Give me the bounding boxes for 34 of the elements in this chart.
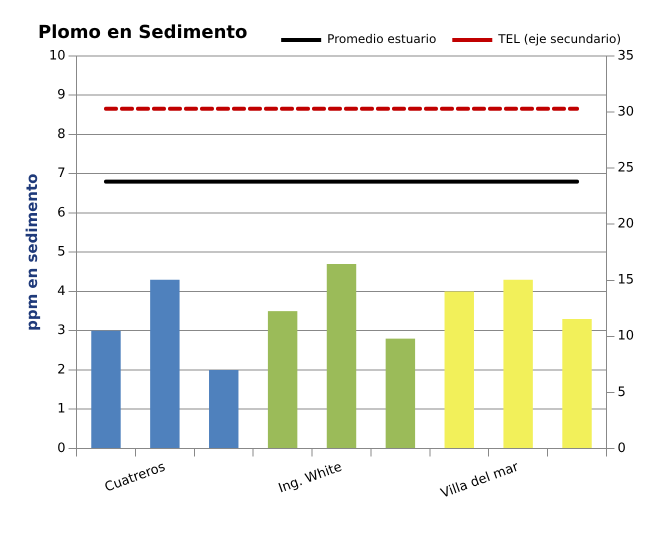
y2-tick-label: 15 xyxy=(617,272,634,288)
bar xyxy=(268,311,298,448)
y2-tick-label: 35 xyxy=(617,48,634,64)
x-tick-label: Ing. White xyxy=(276,460,344,496)
x-tick-label: Villa del mar xyxy=(439,459,522,502)
y-tick-label: 5 xyxy=(57,244,66,260)
y-tick-label: 4 xyxy=(57,284,66,299)
y-tick-label: 1 xyxy=(57,402,66,417)
bar xyxy=(386,338,416,448)
bar xyxy=(91,330,121,448)
y-tick-label: 0 xyxy=(57,440,66,456)
y2-tick-label: 10 xyxy=(617,328,634,344)
y2-tick-label: 5 xyxy=(617,384,626,400)
y-tick-label: 7 xyxy=(57,166,66,182)
y-tick-label: 2 xyxy=(57,362,66,378)
bar xyxy=(562,318,592,448)
y-tick-label: 10 xyxy=(48,48,66,64)
bar xyxy=(326,264,356,448)
chart-title: Plomo en Sedimento xyxy=(38,22,248,43)
y2-tick-label: 20 xyxy=(617,216,634,232)
bar xyxy=(503,280,533,448)
y2-tick-label: 25 xyxy=(617,160,634,176)
bar xyxy=(150,280,180,448)
y-tick-label: 3 xyxy=(57,323,66,338)
legend-label: TEL (eje secundario) xyxy=(497,32,622,46)
y-tick-label: 6 xyxy=(57,205,66,220)
bar xyxy=(209,370,238,448)
y-axis-title: ppm en sedimento xyxy=(22,174,41,331)
y2-tick-label: 0 xyxy=(617,440,626,456)
y2-tick-label: 30 xyxy=(617,104,634,120)
y-tick-label: 9 xyxy=(57,88,66,103)
y-tick-label: 8 xyxy=(57,126,66,142)
legend-label: Promedio estuario xyxy=(327,32,436,46)
bar xyxy=(444,291,474,448)
